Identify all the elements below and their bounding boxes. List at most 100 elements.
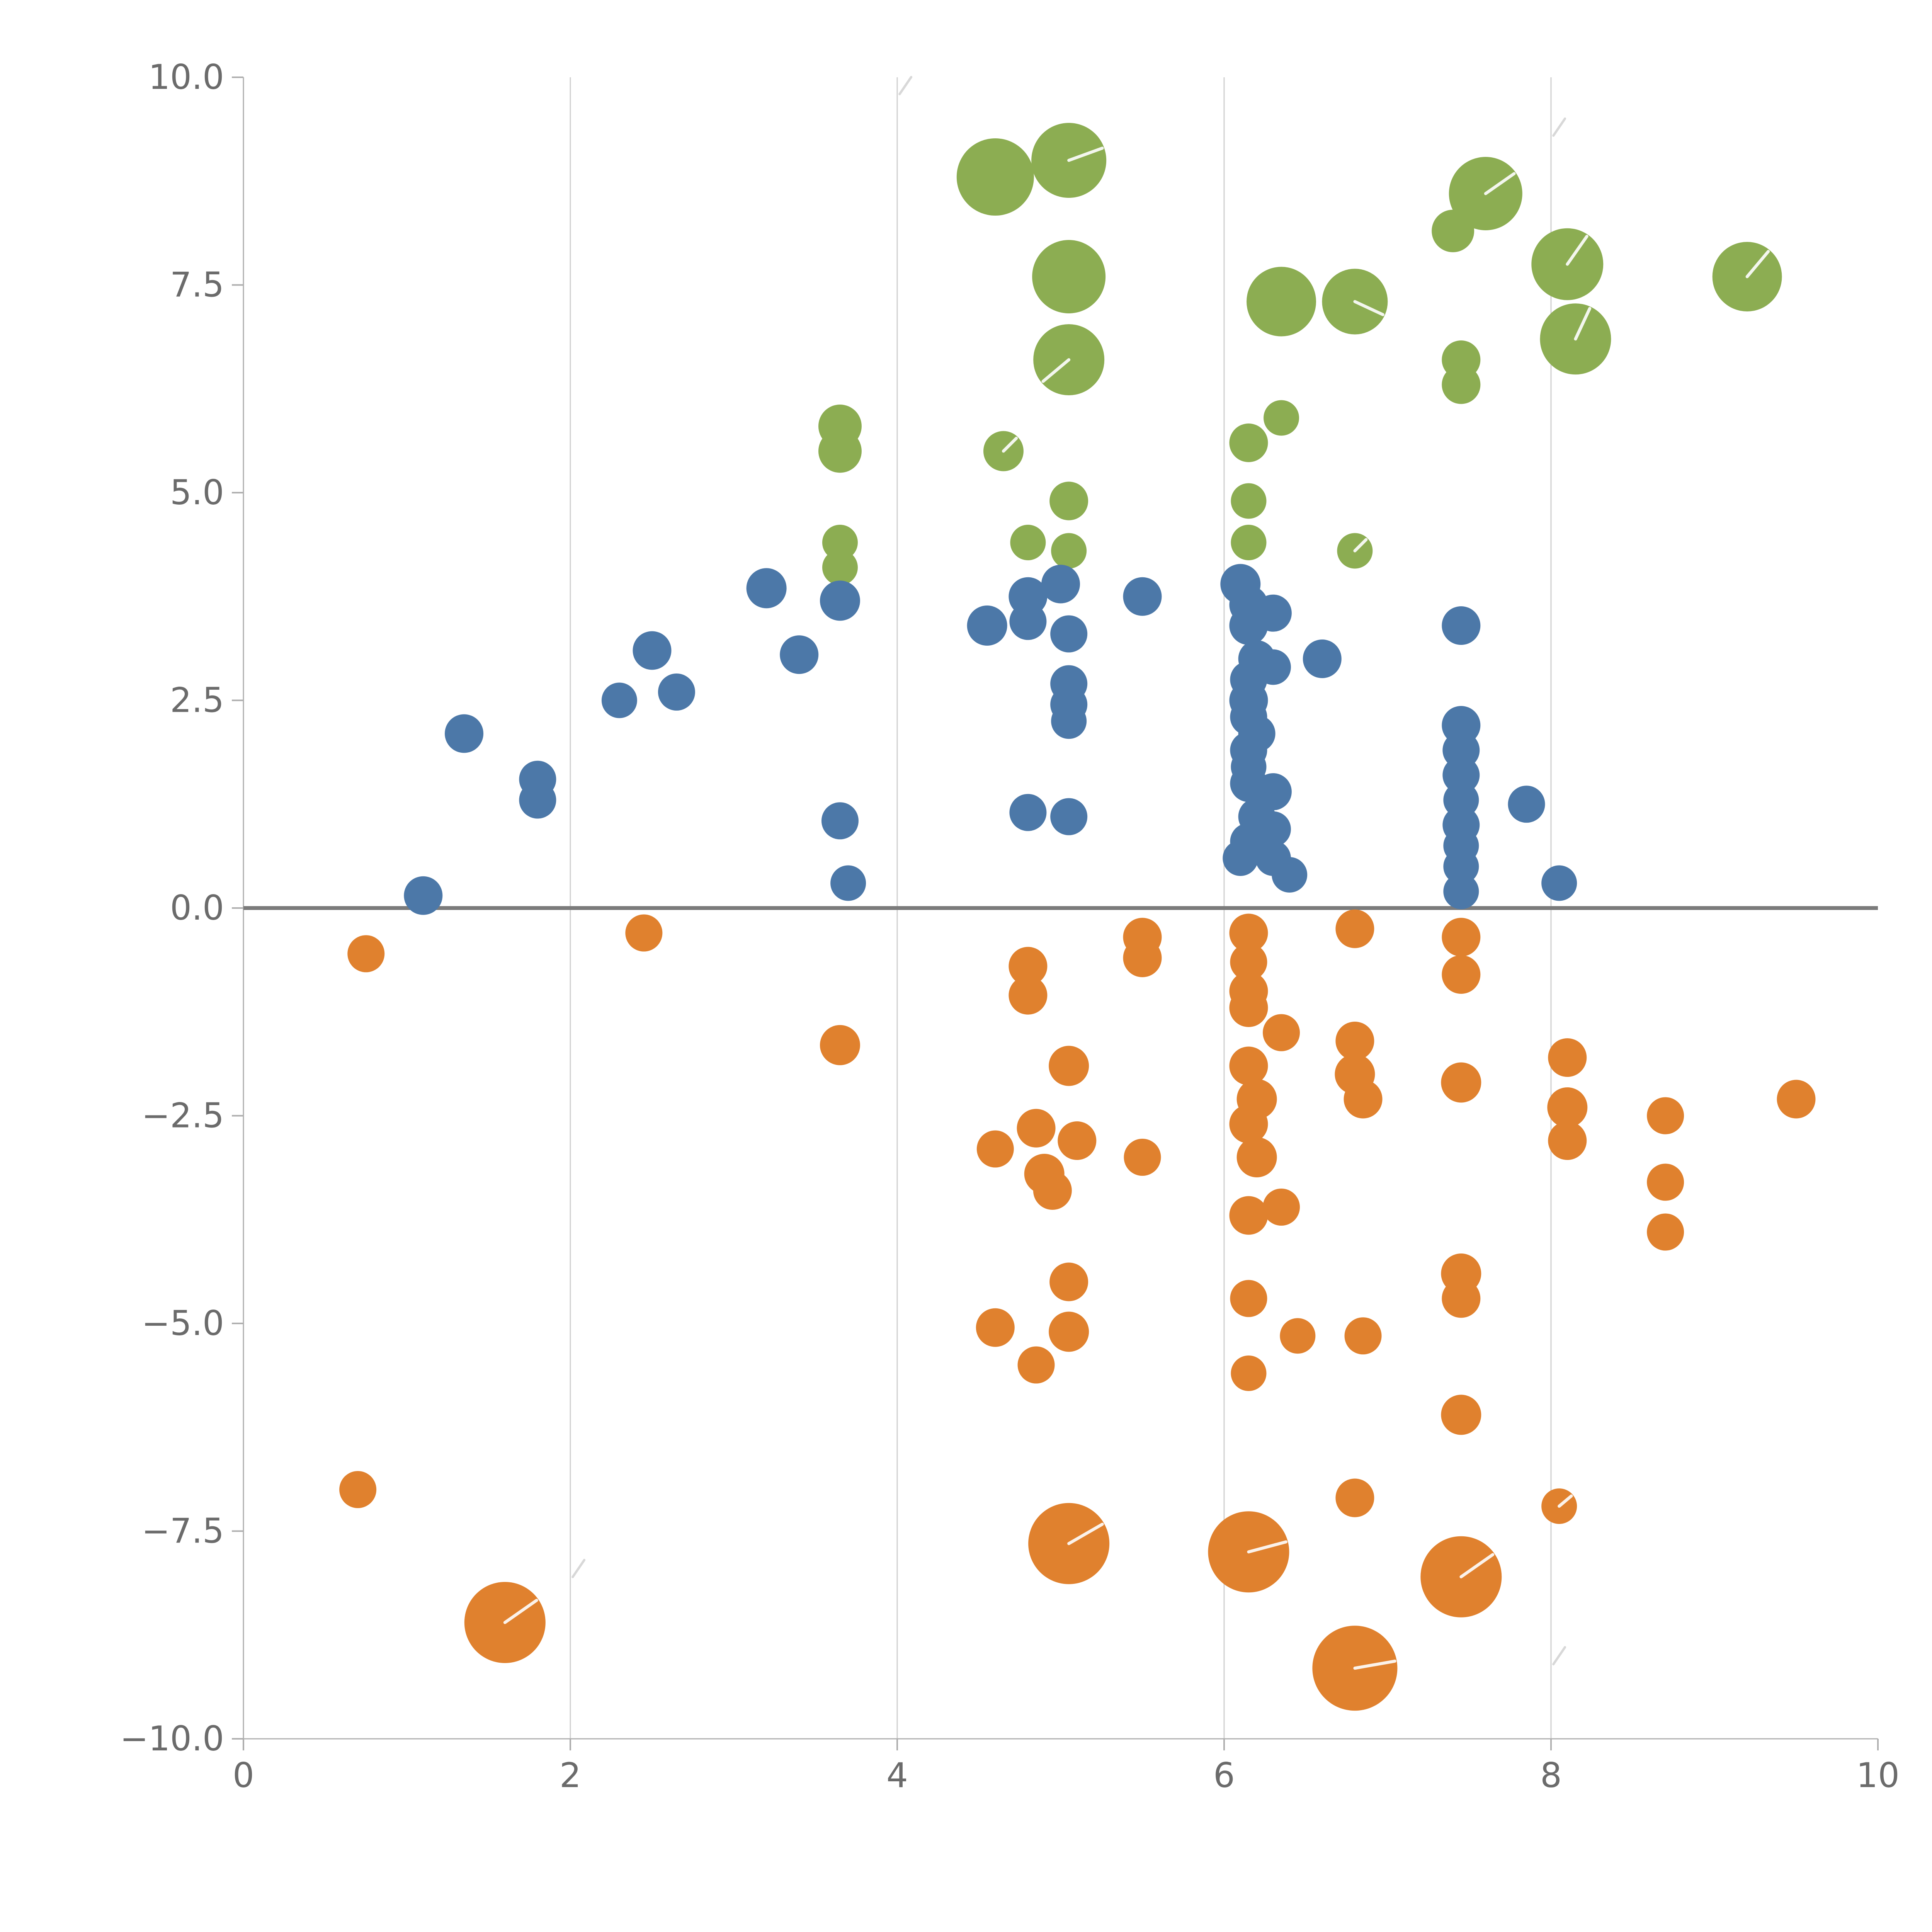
data-point-blue [445, 714, 484, 753]
y-tick-label: 7.5 [170, 265, 224, 305]
data-point-orange [1280, 1318, 1316, 1354]
clipped-mark [1552, 1646, 1566, 1665]
data-point-blue [404, 876, 443, 915]
data-point-blue [821, 802, 859, 840]
data-point-orange [1123, 939, 1162, 977]
data-point-orange [1777, 1080, 1816, 1119]
data-point-orange [347, 935, 385, 973]
clipped-mark [1552, 117, 1566, 137]
data-point-blue [601, 682, 637, 718]
data-point-blue [1443, 849, 1479, 884]
data-point-orange [1335, 1478, 1374, 1517]
data-point-blue [780, 635, 819, 674]
data-point-blue [1223, 840, 1259, 876]
data-point-blue [519, 781, 556, 819]
data-point-green [956, 138, 1034, 216]
data-point-blue [1303, 639, 1342, 678]
data-point-orange [976, 1308, 1015, 1347]
bubble-slice-line [1459, 1553, 1495, 1578]
data-point-orange [1647, 1213, 1684, 1251]
x-tick-label: 6 [1213, 1755, 1235, 1795]
x-tick-label: 10 [1856, 1755, 1900, 1795]
data-point-orange [1441, 1062, 1481, 1103]
bubble-slice-line [1566, 235, 1588, 266]
data-point-orange [1647, 1163, 1684, 1201]
data-point-blue [1442, 606, 1481, 645]
data-point-orange [1058, 1121, 1097, 1160]
x-tick-label: 8 [1540, 1755, 1562, 1795]
data-point-blue [820, 580, 860, 621]
data-point-green [1442, 365, 1481, 404]
data-point-orange [1442, 918, 1481, 957]
x-tick-label: 0 [233, 1755, 254, 1795]
data-point-blue [1009, 603, 1047, 640]
y-tick-label: 2.5 [170, 680, 224, 720]
data-point-orange [1049, 1262, 1088, 1301]
data-point-orange [1049, 1311, 1089, 1352]
data-point-orange [1344, 1080, 1383, 1119]
bubble-slice-line [1067, 146, 1104, 162]
data-point-orange [625, 914, 663, 952]
data-point-blue [1051, 703, 1087, 739]
data-point-orange [1009, 976, 1048, 1015]
data-point-orange [1263, 1014, 1300, 1051]
bubble-slice-line [1574, 307, 1592, 341]
data-point-blue [830, 865, 866, 901]
data-point-orange [1124, 1139, 1161, 1176]
data-point-blue [1229, 606, 1268, 645]
data-point-orange [1236, 1137, 1277, 1177]
data-point-green [1049, 481, 1088, 520]
data-point-orange [339, 1471, 377, 1508]
bubble-slice-line [1247, 1540, 1288, 1554]
bubble-slice-line [1002, 437, 1018, 453]
data-point-green [1432, 209, 1475, 252]
data-point-orange [1229, 913, 1268, 952]
data-point-blue [658, 673, 695, 711]
data-point-green [1051, 533, 1087, 569]
data-point-orange [1344, 1317, 1382, 1355]
data-point-orange [1229, 1046, 1268, 1085]
data-point-orange [1230, 1280, 1267, 1317]
data-point-green [1247, 267, 1316, 337]
data-point-green [818, 429, 862, 473]
data-point-blue [967, 605, 1007, 646]
x-tick-label: 2 [560, 1755, 581, 1795]
data-point-orange [1442, 1279, 1481, 1318]
data-point-blue [1255, 649, 1291, 685]
data-point-blue [746, 568, 787, 609]
bubble-slice-line [1041, 358, 1071, 383]
y-tick-label: 5.0 [170, 473, 224, 512]
y-tick-label: −5.0 [141, 1303, 224, 1343]
y-tick-label: −2.5 [141, 1096, 224, 1136]
data-point-orange [1229, 1105, 1268, 1143]
x-tick-label: 4 [886, 1755, 908, 1795]
data-point-orange [1009, 947, 1048, 986]
bubble-slice-line [1484, 172, 1516, 195]
data-point-green [822, 549, 858, 585]
data-point-blue [1041, 565, 1080, 604]
y-tick-label: −7.5 [141, 1511, 224, 1551]
data-point-orange [1049, 1046, 1089, 1086]
data-point-blue [1123, 577, 1162, 616]
data-point-orange [1335, 909, 1374, 948]
bubble-slice-line [1558, 1494, 1573, 1508]
data-point-orange [1441, 1395, 1481, 1435]
bubble-slice-line [1353, 1660, 1396, 1670]
data-point-orange [1229, 1196, 1268, 1235]
data-point-blue [1272, 857, 1308, 893]
data-point-orange [1335, 1022, 1374, 1060]
data-point-orange [1442, 955, 1481, 994]
clipped-mark [898, 76, 913, 95]
data-point-orange [1230, 943, 1267, 981]
data-point-green [822, 525, 858, 560]
data-point-orange [1548, 1121, 1587, 1160]
data-point-green [1010, 525, 1046, 560]
data-point-green [1231, 483, 1267, 519]
data-point-blue [1443, 874, 1479, 909]
data-point-green [1264, 400, 1299, 436]
data-point-blue [1050, 798, 1088, 835]
data-point-orange [1229, 988, 1268, 1027]
data-point-orange [1548, 1038, 1587, 1077]
